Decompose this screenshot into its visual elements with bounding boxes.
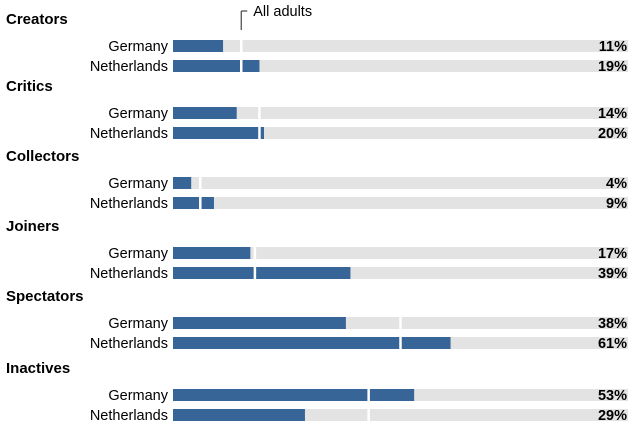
bar-track-collectors-germany <box>173 177 628 189</box>
group-inactives: Inactives Germany 53% Netherlands 29% <box>6 360 628 421</box>
value-label-joiners-netherlands: 39% <box>598 266 627 282</box>
bar-creators-germany <box>173 40 224 52</box>
group-spectators: Spectators Germany 38% Netherlands 61% <box>6 288 628 352</box>
value-label-inactives-netherlands: 29% <box>598 408 627 421</box>
all-adults-marker-inactives-netherlands <box>367 407 370 421</box>
row-label-inactives-netherlands: Netherlands <box>90 408 168 421</box>
group-title-collectors: Collectors <box>6 148 79 165</box>
group-title-creators: Creators <box>6 11 68 28</box>
value-label-creators-netherlands: 19% <box>598 59 627 75</box>
all-adults-marker-critics-netherlands <box>258 125 261 141</box>
all-adults-marker-collectors-germany <box>199 175 202 191</box>
bar-spectators-netherlands <box>173 337 451 349</box>
bar-joiners-netherlands <box>173 267 351 279</box>
all-adults-marker-creators-netherlands <box>240 58 243 74</box>
bar-collectors-germany <box>173 177 192 189</box>
value-label-inactives-germany: 53% <box>598 388 627 404</box>
row-label-critics-germany: Germany <box>108 106 168 122</box>
bar-joiners-germany <box>173 247 251 259</box>
bar-track-creators-netherlands <box>173 60 628 72</box>
value-label-critics-germany: 14% <box>598 106 627 122</box>
bar-track-collectors-netherlands <box>173 197 628 209</box>
bar-spectators-germany <box>173 317 346 329</box>
row-label-spectators-netherlands: Netherlands <box>90 336 168 352</box>
value-label-collectors-germany: 4% <box>606 176 627 192</box>
row-label-joiners-netherlands: Netherlands <box>90 266 168 282</box>
value-label-spectators-germany: 38% <box>598 316 627 332</box>
bar-inactives-germany <box>173 389 415 401</box>
bar-track-critics-germany <box>173 107 628 119</box>
group-title-joiners: Joiners <box>6 218 59 235</box>
all-adults-marker-joiners-germany <box>253 245 257 261</box>
value-label-critics-netherlands: 20% <box>598 126 627 142</box>
bar-track-critics-netherlands <box>173 127 628 139</box>
row-label-critics-netherlands: Netherlands <box>90 126 168 142</box>
group-joiners: Joiners Germany 17% Netherlands 39% <box>6 218 628 282</box>
all-adults-marker-collectors-netherlands <box>199 195 202 211</box>
row-label-spectators-germany: Germany <box>108 316 168 332</box>
bar-track-joiners-germany <box>173 247 628 259</box>
row-label-creators-germany: Germany <box>108 39 168 55</box>
group-title-inactives: Inactives <box>6 360 70 377</box>
all-adults-label: All adults <box>253 4 312 20</box>
chart-groups: Creators Germany 11% Netherlands 19% Critics G… <box>6 11 628 421</box>
group-title-critics: Critics <box>6 78 53 95</box>
row-label-collectors-germany: Germany <box>108 176 168 192</box>
all-adults-marker-joiners-netherlands <box>253 265 257 281</box>
bar-inactives-netherlands <box>173 409 305 421</box>
value-label-joiners-germany: 17% <box>598 246 627 262</box>
group-title-spectators: Spectators <box>6 288 84 305</box>
all-adults-marker-critics-germany <box>258 105 261 121</box>
group-collectors: Collectors Germany 4% Netherlands 9% <box>6 148 628 212</box>
group-critics: Critics Germany 14% Netherlands 20% <box>6 78 628 142</box>
all-adults-marker-creators-germany <box>240 38 243 54</box>
row-label-creators-netherlands: Netherlands <box>90 59 168 75</box>
row-label-inactives-germany: Germany <box>108 388 168 404</box>
bar-creators-netherlands <box>173 60 260 72</box>
bar-collectors-netherlands <box>173 197 214 209</box>
all-adults-marker-inactives-germany <box>367 387 370 403</box>
bar-critics-netherlands <box>173 127 264 139</box>
all-adults-marker-spectators-netherlands <box>399 335 402 351</box>
row-label-joiners-germany: Germany <box>108 246 168 262</box>
value-label-spectators-netherlands: 61% <box>598 336 627 352</box>
value-label-creators-germany: 11% <box>599 39 627 55</box>
row-label-collectors-netherlands: Netherlands <box>90 196 168 212</box>
group-creators: Creators Germany 11% Netherlands 19% <box>6 11 628 75</box>
all-adults-annotation: All adults <box>240 4 312 30</box>
bar-critics-germany <box>173 107 237 119</box>
all-adults-marker-spectators-germany <box>399 315 402 331</box>
value-label-collectors-netherlands: 9% <box>606 196 627 212</box>
bar-track-creators-germany <box>173 40 628 52</box>
